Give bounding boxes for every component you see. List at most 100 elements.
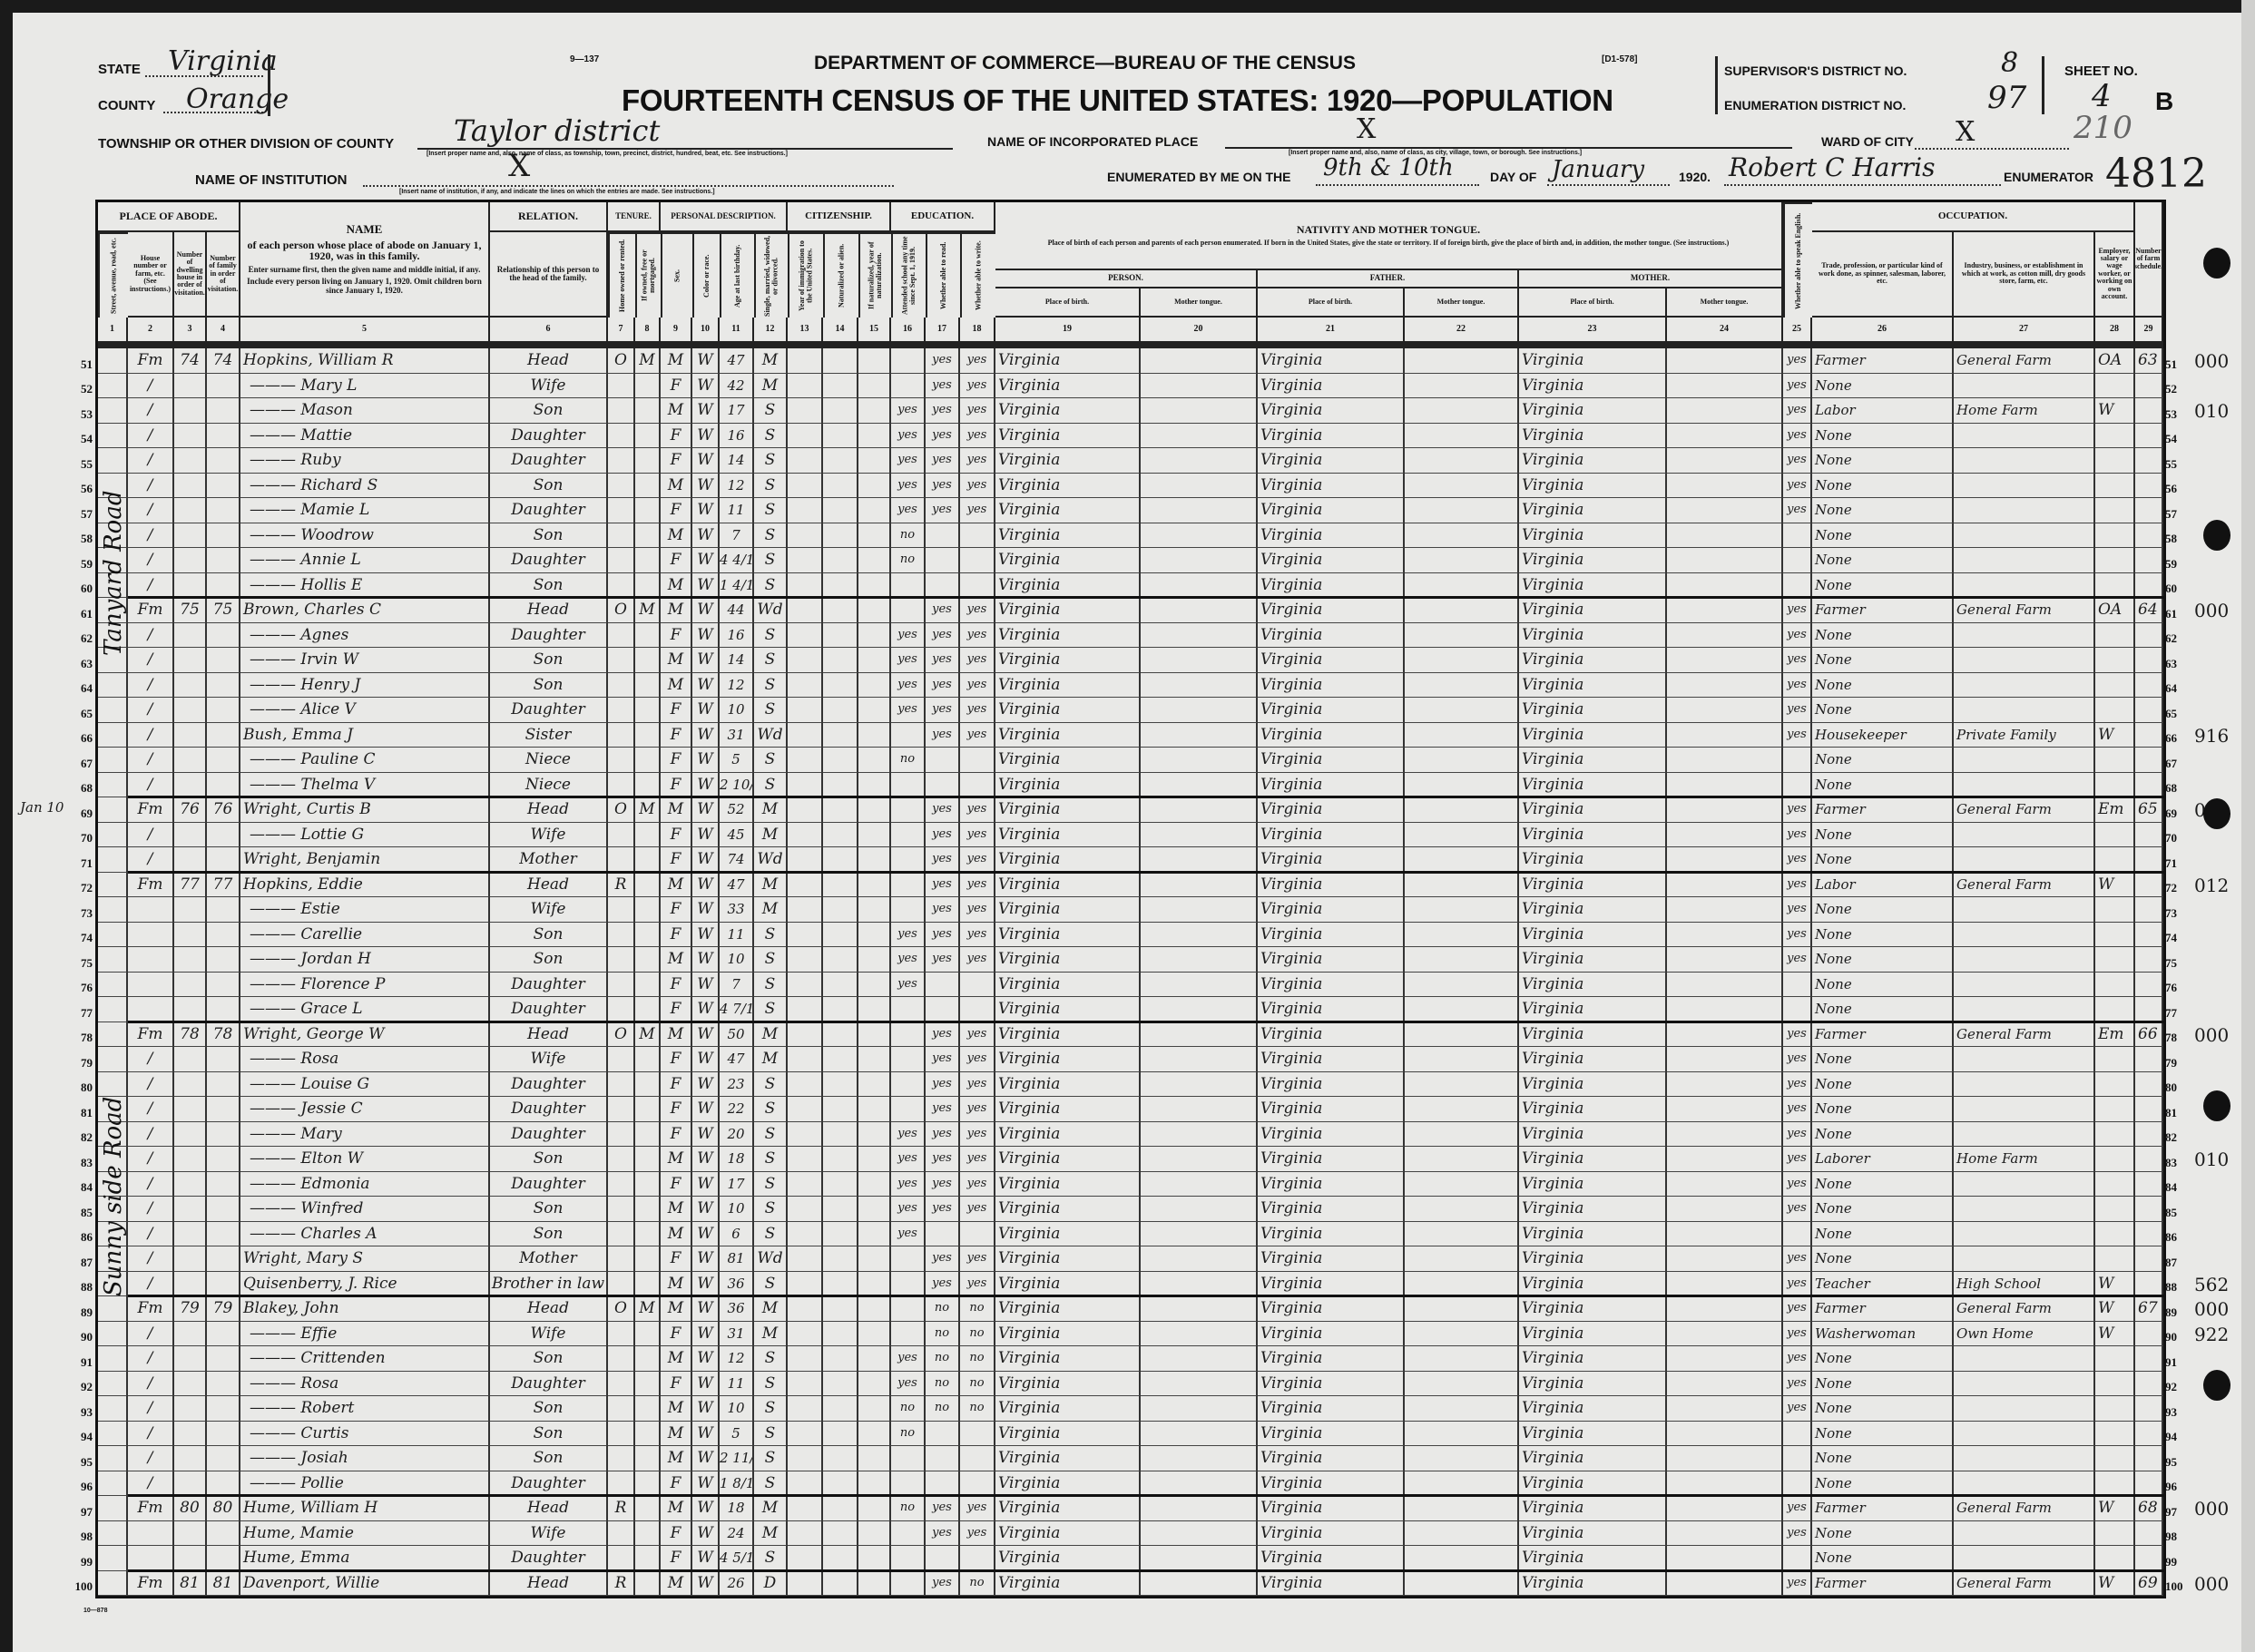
line-number-right: 80 bbox=[2165, 1080, 2177, 1094]
cell-col-28: Em bbox=[2095, 797, 2135, 823]
cell-col-14 bbox=[823, 1047, 858, 1072]
cell-col-3 bbox=[174, 548, 207, 573]
column-label-1: Street, avenue, road, etc. bbox=[98, 232, 128, 318]
cell-col-4 bbox=[207, 722, 240, 748]
cell-col-7: O bbox=[608, 348, 635, 374]
cell-col-15 bbox=[858, 1371, 891, 1396]
line-number-left: 76 bbox=[81, 981, 93, 994]
cell-col-7 bbox=[608, 1121, 635, 1147]
cell-col-21: Virginia bbox=[1258, 498, 1405, 523]
cell-col-19: Virginia bbox=[995, 1097, 1141, 1122]
cell-col-3: 79 bbox=[174, 1296, 207, 1322]
cell-col-22 bbox=[1405, 847, 1519, 873]
cell-col-19: Virginia bbox=[995, 1022, 1141, 1047]
cell-col-18: yes bbox=[960, 348, 995, 374]
township-value: Taylor district bbox=[454, 113, 661, 148]
cell-col-14 bbox=[823, 1097, 858, 1122]
cell-col-12: S bbox=[754, 648, 788, 673]
cell-col-29: 64 bbox=[2135, 598, 2163, 623]
cell-col-14 bbox=[823, 473, 858, 498]
cell-col-23: Virginia bbox=[1519, 1197, 1667, 1222]
cell-col-18 bbox=[960, 1221, 995, 1246]
cell-col-5: Hopkins, Eddie bbox=[240, 872, 490, 897]
cell-col-7 bbox=[608, 398, 635, 424]
cell-col-16 bbox=[891, 1446, 926, 1471]
cell-col-25: yes bbox=[1783, 1197, 1812, 1222]
cell-col-6: Head bbox=[490, 872, 608, 897]
cell-col-8 bbox=[635, 1097, 661, 1122]
column-number: 21 bbox=[1258, 318, 1405, 343]
cell-col-7: R bbox=[608, 1570, 635, 1596]
cell-col-7 bbox=[608, 1346, 635, 1372]
cell-col-16 bbox=[891, 997, 926, 1022]
cell-col-26: None bbox=[1812, 822, 1954, 847]
cell-col-24 bbox=[1667, 1221, 1783, 1246]
section-education: EDUCATION. bbox=[891, 202, 995, 232]
cell-col-28 bbox=[2095, 698, 2135, 723]
cell-col-26: None bbox=[1812, 1446, 1954, 1471]
enumerator-underline bbox=[1724, 183, 2001, 186]
cell-col-14 bbox=[823, 947, 858, 973]
cell-col-3: 75 bbox=[174, 598, 207, 623]
column-number: 14 bbox=[823, 318, 858, 343]
cell-col-6: Head bbox=[490, 598, 608, 623]
cell-col-12: S bbox=[754, 1071, 788, 1097]
cell-col-9: F bbox=[661, 1321, 692, 1346]
cell-col-19: Virginia bbox=[995, 398, 1141, 424]
line-number-right: 86 bbox=[2165, 1230, 2177, 1244]
cell-col-16: yes bbox=[891, 922, 926, 947]
cell-col-14 bbox=[823, 648, 858, 673]
cell-col-7 bbox=[608, 1446, 635, 1471]
punch-hole bbox=[2203, 1370, 2230, 1401]
cell-col-21: Virginia bbox=[1258, 1246, 1405, 1272]
cell-col-9: F bbox=[661, 922, 692, 947]
cell-col-13 bbox=[788, 398, 823, 424]
cell-col-15 bbox=[858, 473, 891, 498]
cell-col-15 bbox=[858, 1022, 891, 1047]
cell-col-3: 80 bbox=[174, 1496, 207, 1521]
cell-col-10: W bbox=[692, 772, 720, 797]
cell-col-17: yes bbox=[926, 1197, 960, 1222]
cell-col-17: no bbox=[926, 1396, 960, 1422]
cell-col-21: Virginia bbox=[1258, 897, 1405, 923]
cell-col-16: yes bbox=[891, 1371, 926, 1396]
cell-col-27 bbox=[1954, 572, 2095, 598]
cell-col-19: Virginia bbox=[995, 1371, 1141, 1396]
cell-col-27 bbox=[1954, 1546, 2095, 1571]
cell-col-16: yes bbox=[891, 398, 926, 424]
cell-col-19: Virginia bbox=[995, 847, 1141, 873]
cell-col-28 bbox=[2095, 622, 2135, 648]
cell-col-26: None bbox=[1812, 523, 1954, 548]
cell-col-4 bbox=[207, 473, 240, 498]
cell-col-2: / bbox=[128, 672, 174, 698]
line-number-right: 61 bbox=[2165, 606, 2177, 621]
cell-col-6: Son bbox=[490, 1147, 608, 1172]
cell-col-24 bbox=[1667, 1296, 1783, 1322]
line-number-left: 94 bbox=[81, 1430, 93, 1443]
cell-col-21: Virginia bbox=[1258, 722, 1405, 748]
cell-col-20 bbox=[1141, 722, 1258, 748]
family-divider bbox=[128, 596, 2163, 599]
cell-col-8 bbox=[635, 1546, 661, 1571]
enumeration-days: 9th & 10th bbox=[1323, 154, 1454, 181]
cell-col-20 bbox=[1141, 1047, 1258, 1072]
cell-col-4 bbox=[207, 498, 240, 523]
cell-col-10: W bbox=[692, 748, 720, 773]
cell-col-3 bbox=[174, 947, 207, 973]
cell-col-17: no bbox=[926, 1371, 960, 1396]
cell-col-26: None bbox=[1812, 1520, 1954, 1546]
cell-col-3 bbox=[174, 1121, 207, 1147]
cell-col-20 bbox=[1141, 1147, 1258, 1172]
cell-col-23: Virginia bbox=[1519, 1446, 1667, 1471]
cell-col-1 bbox=[98, 1321, 128, 1346]
cell-col-2: / bbox=[128, 548, 174, 573]
cell-col-8 bbox=[635, 698, 661, 723]
cell-col-1 bbox=[98, 373, 128, 398]
cell-col-12: S bbox=[754, 698, 788, 723]
cell-col-24 bbox=[1667, 698, 1783, 723]
cell-col-9: F bbox=[661, 622, 692, 648]
cell-col-12: S bbox=[754, 1421, 788, 1446]
coding-mark: 916 bbox=[2194, 724, 2230, 747]
cell-col-1 bbox=[98, 1446, 128, 1471]
cell-col-2 bbox=[128, 997, 174, 1022]
